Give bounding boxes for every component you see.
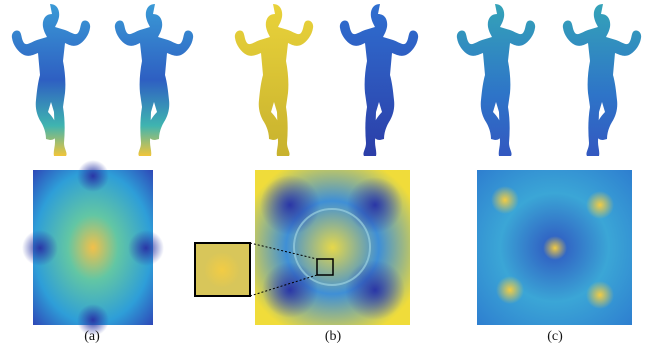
panel-label: (b) <box>325 329 342 344</box>
meshes <box>11 4 642 156</box>
panel-label: (a) <box>84 329 100 344</box>
mesh <box>234 4 314 156</box>
texture-c <box>477 170 632 325</box>
texture-a <box>22 160 164 336</box>
texture-b <box>194 170 410 325</box>
mesh <box>114 4 194 156</box>
panel-label: (c) <box>547 329 563 344</box>
mesh <box>339 4 419 156</box>
mesh <box>456 4 536 156</box>
mesh <box>11 4 91 156</box>
mesh <box>562 4 642 156</box>
